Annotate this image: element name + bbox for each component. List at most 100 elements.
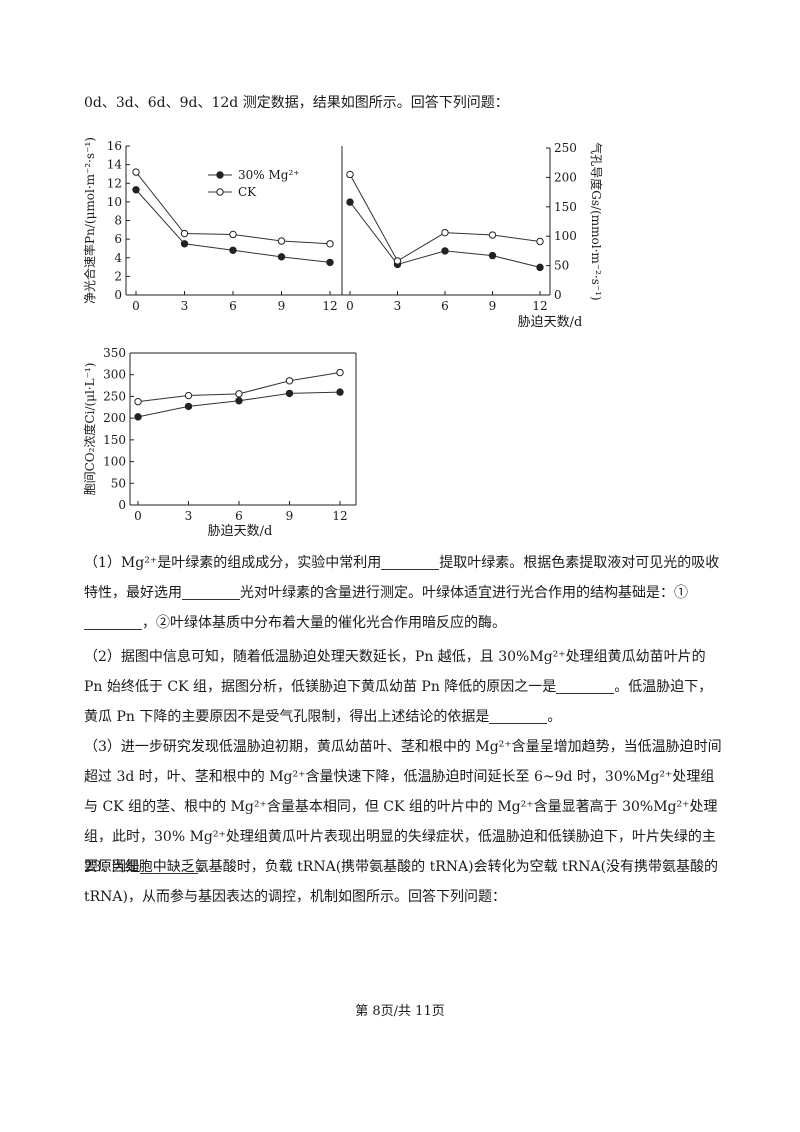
x-tick-label: 3 [181, 299, 189, 313]
intro-text: 0d、3d、6d、9d、12d 测定数据，结果如图所示。回答下列问题： [84, 95, 509, 111]
y-tick-label: 250 [103, 389, 126, 403]
q2-text-3: 。 [547, 709, 562, 725]
y-tick-label: 0 [114, 288, 122, 302]
data-point [229, 246, 237, 255]
data-point [134, 413, 142, 421]
data-point [184, 391, 193, 400]
y-tick-label: 0 [554, 288, 562, 302]
data-point [488, 251, 497, 260]
data-point [180, 229, 189, 238]
data-point [285, 377, 294, 385]
x-tick-label: 6 [229, 299, 237, 313]
x-tick-label: 0 [346, 299, 354, 313]
data-point [336, 368, 344, 377]
data-point [441, 247, 449, 255]
y-tick-label: 14 [107, 158, 123, 172]
data-point [235, 397, 243, 405]
legend-label: CK [238, 185, 257, 199]
data-point [393, 257, 402, 265]
data-point [132, 186, 140, 194]
y-axis-label: 净光合速率Pn/(μmol·m⁻²·s⁻¹) [82, 137, 97, 304]
y-tick-label: 6 [114, 232, 122, 246]
question-23: 23. 当细胞中缺乏氨基酸时，负载 tRNA(携带氨基酸的 tRNA)会转化为空… [84, 859, 719, 905]
y-axis-label: 胞间CO₂浓度Ci/(μl·L⁻¹) [82, 363, 97, 496]
data-point [184, 402, 193, 411]
x-tick-label: 6 [235, 509, 243, 523]
x-axis-label: 胁迫天数/d [208, 524, 273, 539]
y-tick-label: 16 [107, 139, 122, 153]
x-tick-label: 3 [394, 299, 402, 313]
ci-chart: 0 50 100 150 200 250 300 350 0 3 6 9 12 胞间CO₂浓度Ci/(μl… [82, 346, 357, 539]
data-point [336, 388, 344, 396]
y-tick-label: 4 [114, 251, 122, 265]
q1-text-4: ，②叶绿体基质中分布着大量的催化光合作用暗反应的酶。 [142, 615, 506, 631]
answer-blank[interactable] [556, 679, 615, 694]
data-point [132, 168, 140, 176]
legend-label: 30% Mg²⁺ [238, 168, 300, 182]
data-point [536, 237, 544, 246]
legend-marker [216, 188, 224, 196]
y-tick-label: 150 [103, 433, 126, 447]
q1-text-2: 提取叶绿素。根据色素提取液对可见光的吸收特性，最好选用 [84, 555, 720, 601]
pn-chart: 0 2 4 6 8 10 12 14 16 0 3 6 9 12 净光合速率Pn/(μmol·m⁻²·s⁻¹… [82, 137, 343, 313]
data-point [488, 231, 497, 239]
y-tick-label: 250 [554, 141, 577, 155]
answer-blank[interactable] [381, 555, 440, 570]
data-point [180, 240, 189, 248]
q3-text-1: （3）进一步研究发现低温胁迫初期，黄瓜幼苗叶、茎和根中的 Mg²⁺含量呈增加趋势… [84, 739, 722, 875]
x-tick-label: 12 [332, 509, 347, 523]
x-tick-label: 0 [132, 299, 140, 313]
q1-text-1: （1）Mg²⁺是叶绿素的组成成分，实验中常利用 [84, 555, 382, 571]
q3-text-2: 。 [198, 859, 212, 875]
x-tick-label: 12 [532, 299, 547, 313]
x-tick-label: 6 [441, 299, 449, 313]
q2-text-1: （2）据图中信息可知，随着低温胁迫处理天数延长，Pn 越低，且 30%Mg²⁺处… [84, 649, 706, 695]
y-tick-label: 50 [554, 259, 569, 273]
y-tick-label: 200 [103, 411, 126, 425]
question-3: （3）进一步研究发现低温胁迫初期，黄瓜幼苗叶、茎和根中的 Mg²⁺含量呈增加趋势… [84, 732, 724, 882]
data-point [134, 397, 142, 406]
answer-blank[interactable] [489, 709, 548, 724]
q1-text-3: 光对叶绿素的含量进行测定。叶绿体适宜进行光合作用的结构基础是：① [240, 585, 688, 601]
legend-marker [216, 171, 224, 179]
y-tick-label: 300 [103, 368, 126, 382]
page-footer: 第 8页/共 11页 [355, 1004, 445, 1019]
top-charts: 0 2 4 6 8 10 12 14 16 0 3 6 9 12 净光合速率Pn/(μmol·m⁻²·s⁻¹… [82, 137, 604, 330]
data-point [536, 263, 544, 272]
y-tick-label: 100 [554, 229, 577, 243]
q2-text-2: 。低温胁迫下，黄瓜 Pn 下降的主要原因不是受气孔限制，得出上述结论的依据是 [84, 679, 713, 725]
y-tick-label: 10 [107, 195, 122, 209]
data-point [326, 240, 334, 248]
x-tick-label: 9 [278, 299, 286, 313]
data-point [285, 389, 294, 398]
answer-blank[interactable] [84, 615, 142, 630]
x-tick-label: 0 [134, 509, 142, 523]
data-point [229, 230, 237, 239]
data-point [346, 170, 354, 179]
x-tick-label: 12 [322, 299, 337, 313]
data-point [277, 237, 286, 245]
y-tick-label: 350 [103, 346, 126, 360]
data-point [441, 228, 449, 237]
x-tick-label: 9 [489, 299, 497, 313]
question-1: （1）Mg²⁺是叶绿素的组成成分，实验中常利用 提取叶绿素。根据色素提取液对可见光… [84, 548, 724, 638]
y-tick-label: 200 [554, 170, 577, 184]
gs-chart: 0 50 100 150 200 250 0 3 6 9 12 气孔导度Gs/(mmol·m⁻²·s⁻… [342, 141, 604, 330]
y-axis-label: 气孔导度Gs/(mmol·m⁻²·s⁻¹) [589, 142, 604, 300]
data-point [277, 253, 286, 261]
x-tick-label: 3 [185, 509, 193, 523]
y-tick-label: 50 [111, 476, 126, 490]
y-tick-label: 12 [107, 176, 122, 190]
answer-blank[interactable] [182, 585, 240, 600]
data-point [235, 390, 243, 398]
y-tick-label: 8 [114, 214, 122, 228]
answer-blank[interactable] [140, 859, 198, 874]
y-tick-label: 2 [114, 269, 122, 283]
y-tick-label: 150 [554, 200, 577, 214]
data-point [346, 198, 354, 206]
y-tick-label: 100 [103, 455, 126, 469]
question-2: （2）据图中信息可知，随着低温胁迫处理天数延长，Pn 越低，且 30%Mg²⁺处… [84, 642, 724, 732]
x-tick-label: 9 [286, 509, 294, 523]
x-axis-label: 胁迫天数/d [518, 315, 583, 330]
y-tick-label: 0 [118, 498, 126, 512]
